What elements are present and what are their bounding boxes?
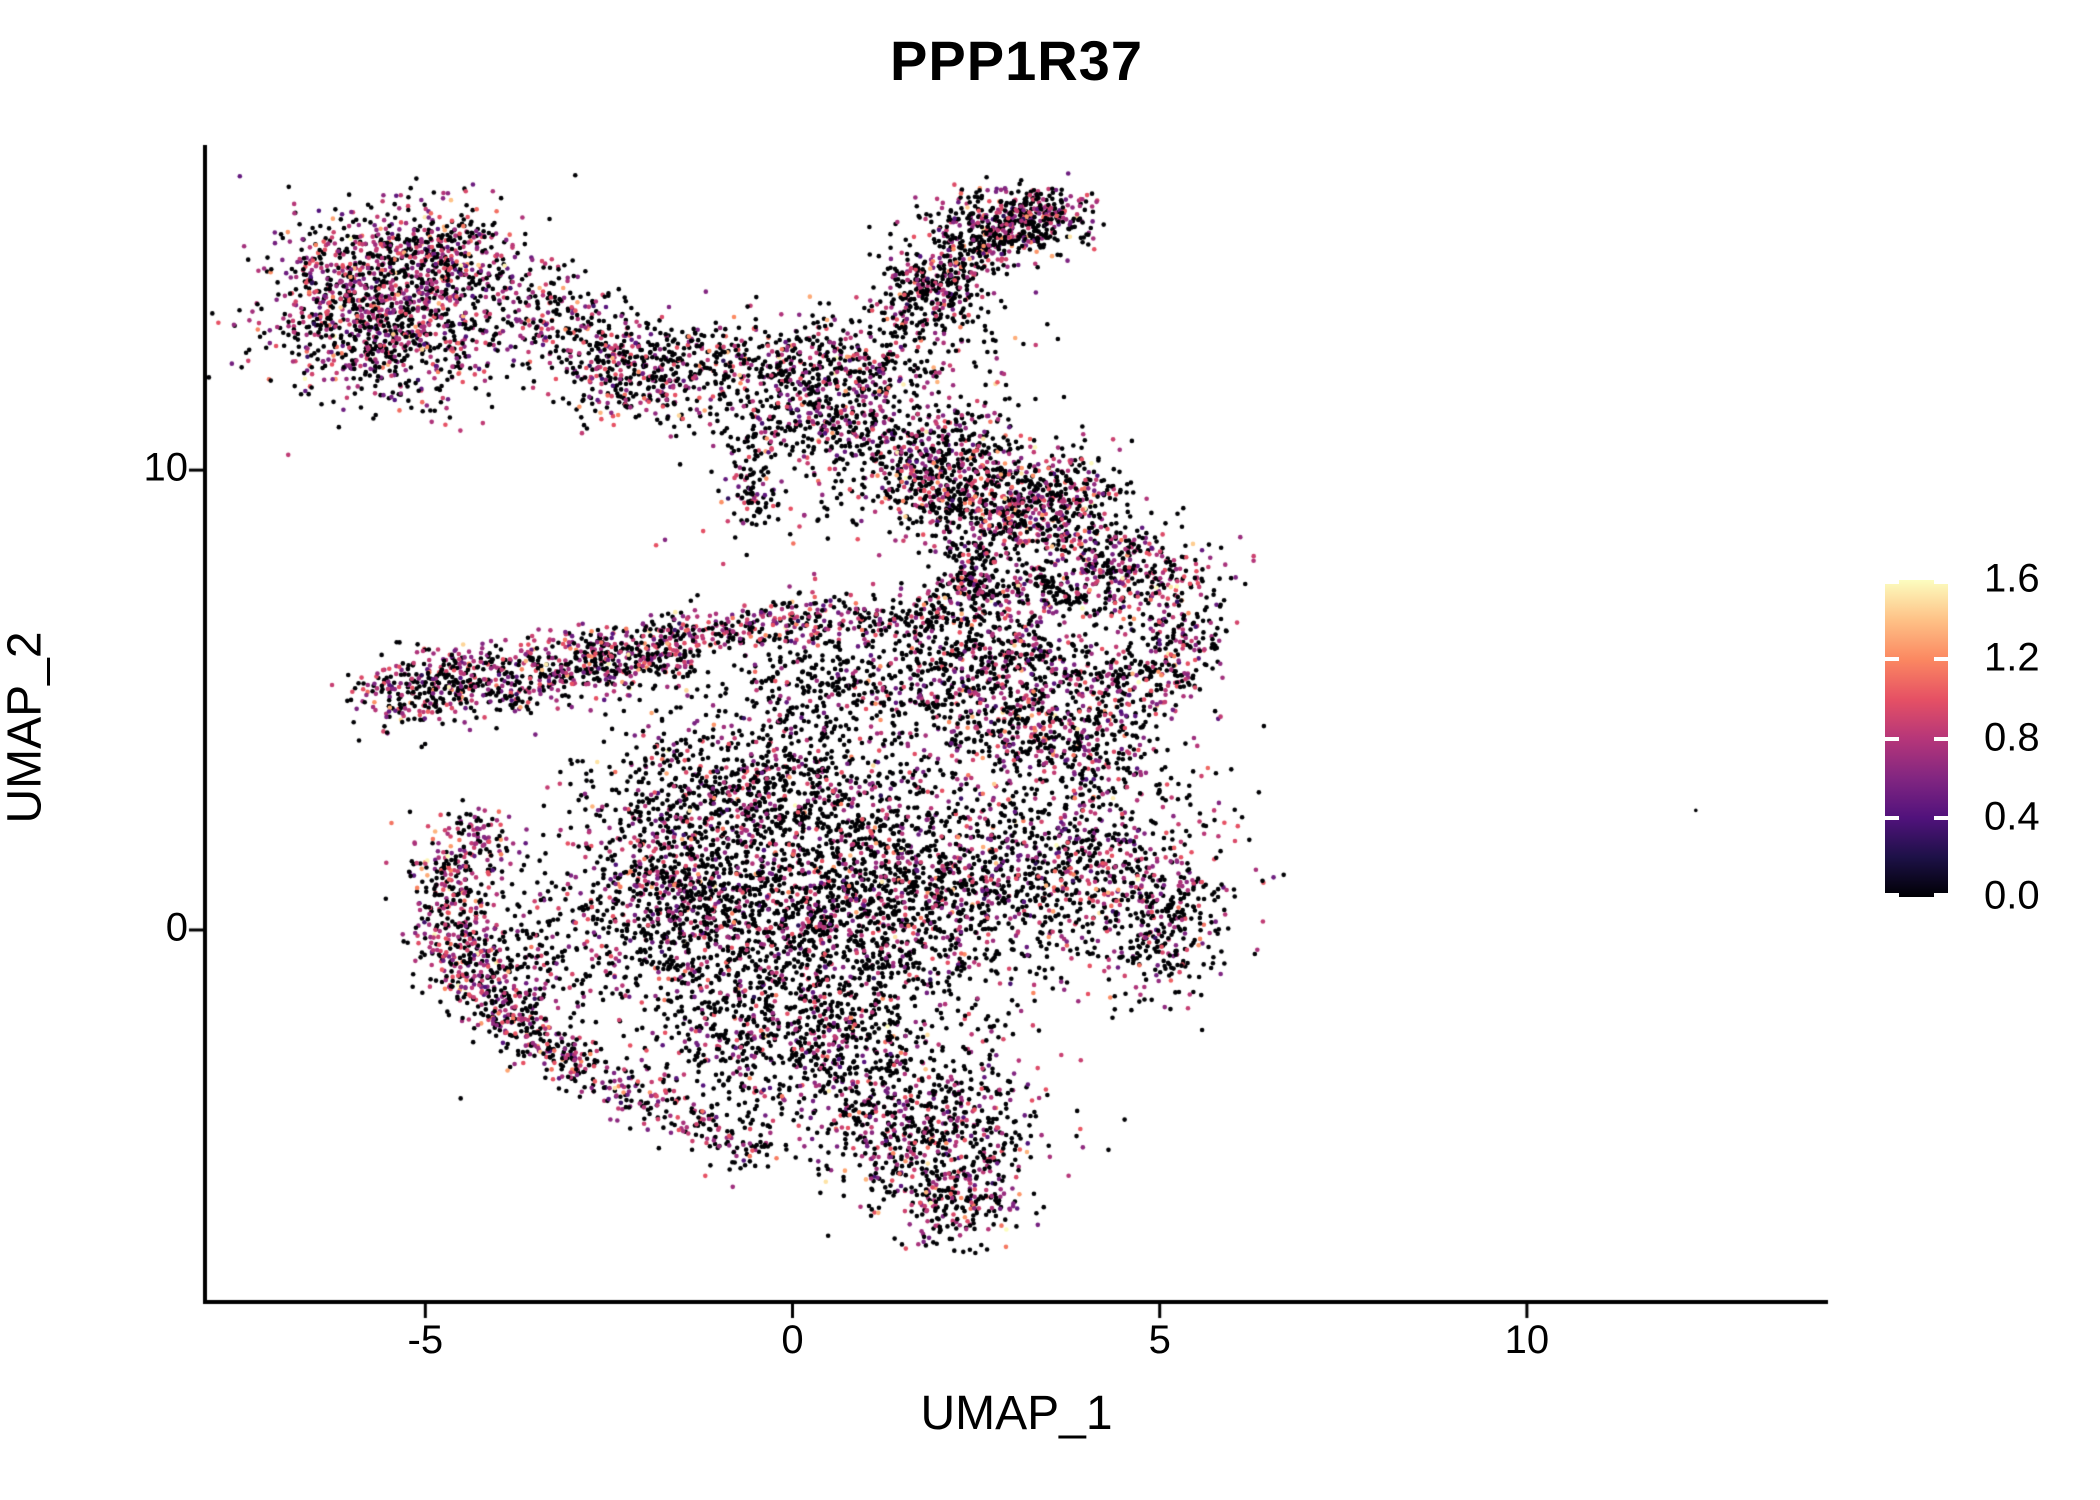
colorbar-tick-mark [1934, 580, 1948, 584]
colorbar-label: 0.8 [1984, 715, 2040, 760]
colorbar-label: 0.4 [1984, 794, 2040, 839]
x-tick-label: 5 [1148, 1318, 1171, 1362]
plot-title: PPP1R37 [890, 29, 1143, 92]
colorbar-tick-mark [1934, 657, 1948, 662]
x-tick-label: 10 [1504, 1318, 1550, 1362]
colorbar-tick-mark [1885, 893, 1899, 897]
x-axis-title: UMAP_1 [920, 1387, 1113, 1440]
colorbar-tick-mark [1885, 657, 1899, 662]
colorbar-tick-mark [1934, 815, 1948, 820]
x-tick-label: 0 [781, 1318, 804, 1362]
colorbar-label: 0.0 [1984, 873, 2040, 918]
colorbar-label: 1.6 [1984, 556, 2040, 601]
colorbar-tick-mark [1934, 893, 1948, 897]
y-axis-title: UMAP_2 [0, 631, 52, 824]
y-tick-label: 0 [165, 905, 188, 950]
colorbar-label: 1.2 [1984, 635, 2040, 680]
colorbar-tick-mark [1885, 736, 1899, 741]
x-tick-label: -5 [407, 1318, 444, 1362]
colorbar-tick-mark [1885, 815, 1899, 820]
colorbar-tick-mark [1885, 580, 1899, 584]
colorbar-tick-mark [1934, 736, 1948, 741]
y-tick-label: 10 [143, 445, 189, 490]
